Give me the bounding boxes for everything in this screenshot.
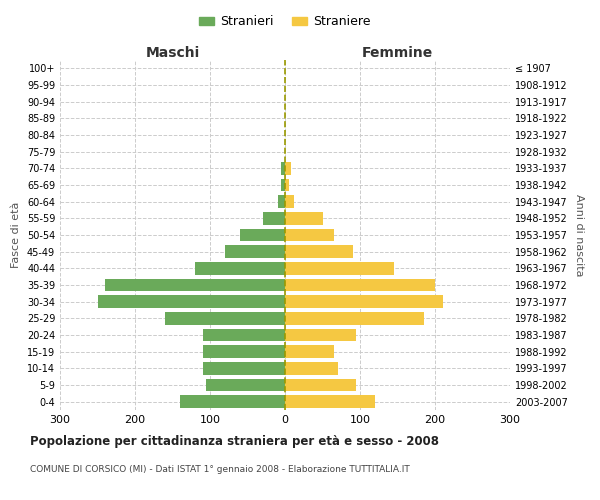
- Legend: Stranieri, Straniere: Stranieri, Straniere: [194, 10, 376, 34]
- Bar: [285, 296, 443, 308]
- Bar: [285, 396, 375, 408]
- Bar: [285, 279, 435, 291]
- Bar: [281, 179, 285, 192]
- Text: Maschi: Maschi: [145, 46, 200, 60]
- Bar: [285, 212, 323, 224]
- Bar: [281, 162, 285, 174]
- Bar: [203, 329, 285, 341]
- Bar: [285, 179, 289, 192]
- Bar: [285, 162, 291, 174]
- Bar: [263, 212, 285, 224]
- Bar: [285, 196, 294, 208]
- Bar: [285, 346, 334, 358]
- Y-axis label: Fasce di età: Fasce di età: [11, 202, 21, 268]
- Bar: [240, 229, 285, 241]
- Bar: [203, 346, 285, 358]
- Bar: [105, 279, 285, 291]
- Bar: [180, 396, 285, 408]
- Bar: [285, 246, 353, 258]
- Bar: [165, 312, 285, 324]
- Bar: [203, 362, 285, 374]
- Bar: [285, 312, 424, 324]
- Text: COMUNE DI CORSICO (MI) - Dati ISTAT 1° gennaio 2008 - Elaborazione TUTTITALIA.IT: COMUNE DI CORSICO (MI) - Dati ISTAT 1° g…: [30, 465, 410, 474]
- Bar: [97, 296, 285, 308]
- Bar: [225, 246, 285, 258]
- Text: Femmine: Femmine: [362, 46, 433, 60]
- Bar: [285, 262, 394, 274]
- Text: Popolazione per cittadinanza straniera per età e sesso - 2008: Popolazione per cittadinanza straniera p…: [30, 435, 439, 448]
- Bar: [277, 196, 285, 208]
- Bar: [285, 329, 356, 341]
- Bar: [206, 379, 285, 391]
- Bar: [195, 262, 285, 274]
- Y-axis label: Anni di nascita: Anni di nascita: [574, 194, 584, 276]
- Bar: [285, 362, 337, 374]
- Bar: [285, 379, 356, 391]
- Bar: [285, 229, 334, 241]
